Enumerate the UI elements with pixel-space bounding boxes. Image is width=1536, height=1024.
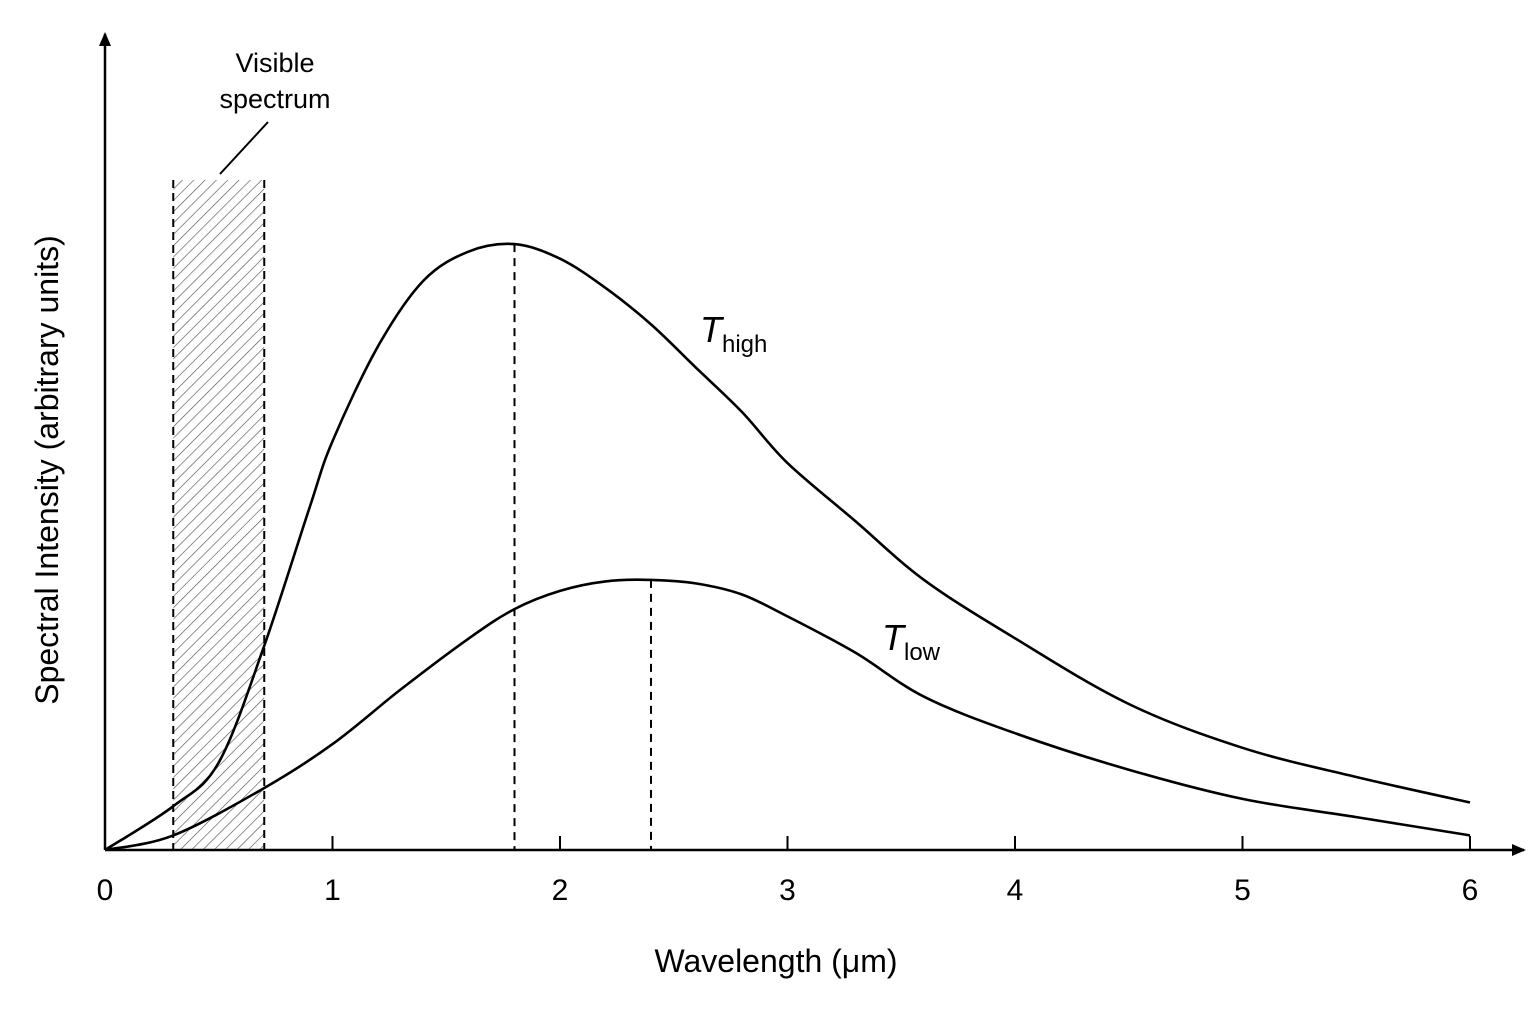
y-axis-title: Spectral Intensity (arbitrary units) <box>29 235 65 705</box>
series-label-t-low-sub: low <box>904 639 941 666</box>
x-tick-label: 6 <box>1462 874 1479 907</box>
visible-band-label-line1: Visible <box>235 48 314 78</box>
axes: 0 1 2 3 4 5 6 <box>97 32 1526 907</box>
visible-band-leader-line <box>219 121 269 175</box>
visible-band-layer <box>172 180 266 850</box>
series-label-t-low-main: T <box>882 617 907 658</box>
x-axis-title: Wavelength (μm) <box>654 943 897 979</box>
visible-band-fill <box>173 180 265 850</box>
x-tick-label: 1 <box>324 874 341 907</box>
peak-markers <box>513 244 652 850</box>
x-tick-label: 3 <box>779 874 796 907</box>
series-t-low-line <box>104 578 1471 852</box>
series-lines <box>104 242 1471 852</box>
visible-band-label-line2: spectrum <box>219 84 330 114</box>
series-label-t-high-main: T <box>700 309 725 350</box>
x-tick-label: 0 <box>97 874 114 907</box>
x-tick-label: 2 <box>552 874 569 907</box>
series-label-t-low: Tlow <box>882 617 941 666</box>
series-t-high-line <box>104 242 1471 852</box>
x-tick-label: 4 <box>1007 874 1024 907</box>
x-tick-label: 5 <box>1234 874 1251 907</box>
series-label-t-high: Thigh <box>700 309 767 358</box>
series-label-t-high-sub: high <box>722 331 767 358</box>
